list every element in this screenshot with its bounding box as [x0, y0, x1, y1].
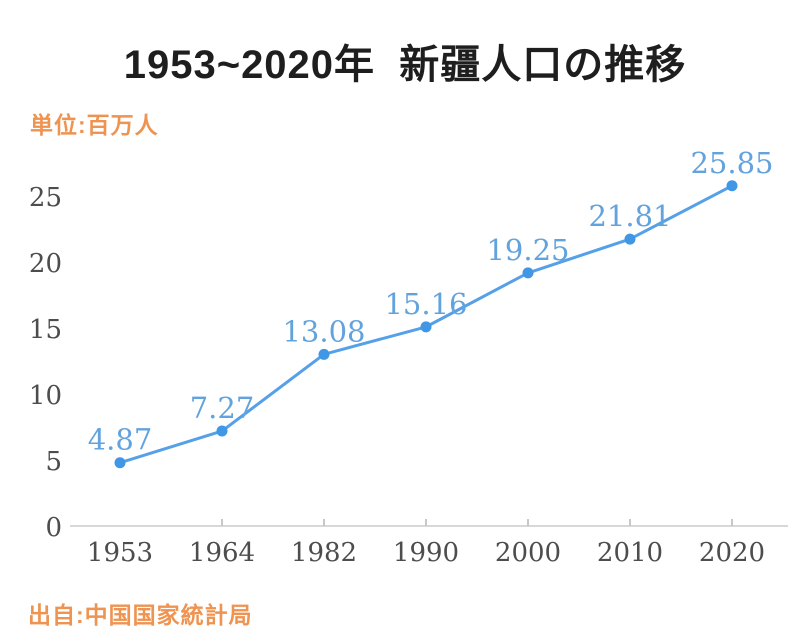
data-point-label: 4.87 — [88, 423, 153, 457]
y-axis-label: 25 — [29, 183, 62, 213]
data-point-label: 7.27 — [190, 391, 255, 425]
chart-title: 1953~2020年 新疆人口の推移 — [123, 43, 687, 87]
x-axis-label: 2010 — [597, 538, 663, 568]
x-axis-label: 2020 — [699, 538, 765, 568]
data-point — [114, 457, 126, 469]
data-point-label: 21.81 — [588, 199, 671, 233]
y-axis-label: 10 — [29, 381, 62, 411]
data-point — [522, 267, 534, 279]
y-axis-label: 5 — [45, 447, 62, 477]
data-point — [318, 348, 330, 360]
data-point-label: 19.25 — [486, 233, 569, 267]
y-axis-label: 20 — [29, 249, 62, 279]
x-axis-label: 1964 — [189, 538, 255, 568]
data-point — [420, 321, 432, 333]
data-point-label: 25.85 — [690, 146, 773, 180]
x-axis-label: 1990 — [393, 538, 459, 568]
x-axis-label: 1982 — [291, 538, 357, 568]
unit-label: 単位:百万人 — [30, 112, 159, 138]
x-axis-label: 2000 — [495, 538, 561, 568]
source-label: 出自:中国国家統計局 — [28, 602, 253, 628]
data-point-label: 13.08 — [282, 314, 365, 348]
data-point — [216, 425, 228, 437]
data-point-label: 15.16 — [384, 287, 467, 321]
x-axis-label: 1953 — [87, 538, 153, 568]
y-axis-label: 15 — [29, 315, 62, 345]
data-point — [726, 180, 738, 192]
data-point — [624, 233, 636, 245]
y-axis-label: 0 — [45, 513, 62, 543]
